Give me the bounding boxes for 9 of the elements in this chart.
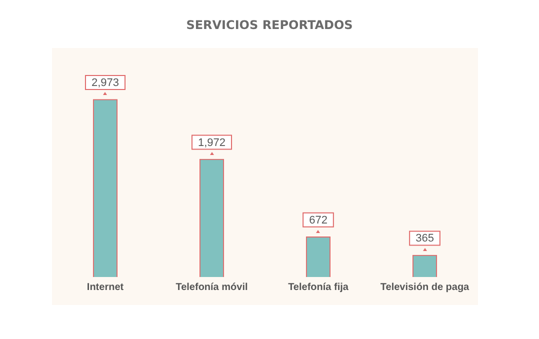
data-label: 672 xyxy=(309,214,328,226)
chart-title: SERVICIOS REPORTADOS xyxy=(185,18,354,32)
data-label: 365 xyxy=(416,232,434,245)
x-tick-label: Telefonía fija xyxy=(288,282,349,293)
x-tick-label: Internet xyxy=(86,282,124,293)
x-tick-label: Televisión de paga xyxy=(380,282,470,293)
x-tick-label: Telefonía móvil xyxy=(176,282,248,293)
data-label: 1,972 xyxy=(198,136,226,149)
data-label: 2,973 xyxy=(91,77,120,89)
